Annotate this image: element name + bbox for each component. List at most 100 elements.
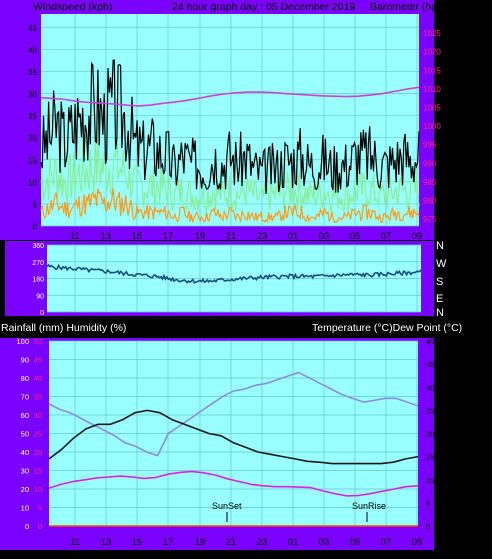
rain-ytick-3: 15 <box>34 467 42 476</box>
rain-ytick-2: 10 <box>34 485 42 494</box>
temp-xtick-3: 17 <box>163 537 174 548</box>
wind-xtick-2: 15 <box>132 231 143 242</box>
temp-xtick-0: 11 <box>70 537 80 548</box>
tick-labels: 0510152025303540459759809859909951000100… <box>16 24 441 548</box>
direction-ytick-2: 180 <box>32 277 44 284</box>
temperature-ytick-4: 20 <box>426 430 434 439</box>
humidity-ytick-5: 50 <box>21 430 29 439</box>
temp-xtick-2: 15 <box>132 537 143 548</box>
wind-xtick-1: 13 <box>101 231 112 242</box>
temp-xtick-8: 03 <box>319 537 330 548</box>
rain-ytick-0: 0 <box>38 522 42 531</box>
humidity-ytick-7: 70 <box>21 393 29 402</box>
temp-xtick-11: 09 <box>412 537 423 548</box>
barometer-ytick-0: 975 <box>423 215 437 224</box>
temp-xtick-7: 01 <box>288 537 299 548</box>
barometer-line <box>40 86 420 107</box>
wind-ytick-8: 40 <box>28 46 37 55</box>
rain-ytick-4: 20 <box>34 448 42 457</box>
temp-xtick-10: 07 <box>381 537 392 548</box>
temperature-ytick-6: 30 <box>426 383 434 392</box>
barometer-ytick-2: 985 <box>423 178 437 187</box>
humidity-ytick-0: 0 <box>25 522 29 531</box>
humidity-ytick-4: 40 <box>21 448 29 457</box>
humidity-ytick-1: 10 <box>21 504 29 513</box>
direction-ytick-4: 0 <box>40 310 44 317</box>
wind-ytick-7: 35 <box>28 68 37 77</box>
rain-ytick-10: 50 <box>34 337 42 346</box>
wind-xtick-11: 09 <box>412 231 423 242</box>
wind-ytick-2: 10 <box>28 178 37 187</box>
humidity-ytick-10: 100 <box>16 337 29 346</box>
temperature-ytick-0: 0 <box>426 522 430 531</box>
barometer-ytick-1: 980 <box>423 196 437 205</box>
wind-xtick-3: 17 <box>163 231 174 242</box>
wind-xtick-8: 03 <box>319 231 330 242</box>
wind-low-line <box>40 188 420 224</box>
humidity-ytick-3: 30 <box>21 467 29 476</box>
temp-xtick-1: 13 <box>101 537 112 548</box>
wind-xtick-4: 19 <box>195 231 206 242</box>
wind-ytick-6: 30 <box>28 90 37 99</box>
humidity-ytick-9: 90 <box>21 356 29 365</box>
wind-ytick-9: 45 <box>28 24 37 33</box>
humidity-ytick-8: 80 <box>21 374 29 383</box>
compass-e: E <box>436 293 443 305</box>
temperature-ytick-2: 10 <box>426 476 434 485</box>
humidity-ytick-6: 60 <box>21 411 29 420</box>
temp-xtick-4: 19 <box>195 537 206 548</box>
wind-ytick-0: 0 <box>33 223 38 232</box>
temperature-line <box>48 409 419 465</box>
barometer-ytick-9: 1020 <box>423 48 441 57</box>
rain-ytick-6: 30 <box>34 411 42 420</box>
wind-title: Windspeed (kph) <box>33 1 112 13</box>
compass-n-top: N <box>436 240 444 252</box>
wind-xtick-0: 11 <box>70 231 80 242</box>
temp-xtick-5: 21 <box>226 537 237 548</box>
wind-ytick-4: 20 <box>28 134 37 143</box>
direction-ytick-1: 270 <box>32 260 44 267</box>
humidity-ytick-2: 20 <box>21 485 29 494</box>
sunrise-label: SunRise <box>352 501 386 511</box>
rain-humidity-title: Rainfall (mm) Humidity (%) <box>1 322 126 334</box>
series-lines <box>40 59 422 527</box>
temperature-ytick-8: 40 <box>426 337 434 346</box>
wind-ytick-1: 5 <box>33 200 38 209</box>
barometer-ytick-8: 1015 <box>423 66 441 75</box>
barometer-ytick-5: 1000 <box>423 122 441 131</box>
wind-avg-line <box>40 135 420 213</box>
wind-ytick-5: 25 <box>28 112 37 121</box>
humidity-line <box>48 371 419 457</box>
chart-date-title: 24 hour graph day : 05 December 2019 <box>172 1 355 13</box>
barometer-ytick-4: 995 <box>423 141 437 150</box>
temperature-ytick-3: 15 <box>426 453 434 462</box>
rain-ytick-7: 35 <box>34 393 42 402</box>
wind-direction-line <box>46 263 422 284</box>
direction-ytick-0: 360 <box>32 243 44 250</box>
temperature-dewpoint-title: Temperature (°C)Dew Point (°C) <box>312 322 462 334</box>
temperature-ytick-5: 25 <box>426 406 434 415</box>
temperature-ytick-1: 5 <box>426 499 430 508</box>
temperature-ytick-7: 35 <box>426 360 434 369</box>
wind-xtick-9: 05 <box>350 231 361 242</box>
barometer-ytick-7: 1010 <box>423 85 441 94</box>
compass-w: W <box>436 258 447 270</box>
rain-ytick-1: 5 <box>38 504 42 513</box>
temp-xtick-6: 23 <box>257 537 268 548</box>
wind-xtick-7: 01 <box>288 231 299 242</box>
wind-xtick-10: 07 <box>381 231 392 242</box>
rain-ytick-5: 25 <box>34 430 42 439</box>
sunset-label: SunSet <box>212 501 242 511</box>
direction-ytick-3: 90 <box>36 293 44 300</box>
compass-s: S <box>436 276 443 288</box>
compass-n-bottom: N <box>436 307 444 319</box>
rain-ytick-9: 45 <box>34 356 42 365</box>
grid-lines <box>41 14 421 527</box>
rain-ytick-8: 40 <box>34 374 42 383</box>
temp-xtick-9: 05 <box>350 537 361 548</box>
barometer-ytick-6: 1005 <box>423 103 441 112</box>
wind-gust-line <box>40 59 420 195</box>
barometer-title: Barometer (hpa) <box>370 1 446 13</box>
